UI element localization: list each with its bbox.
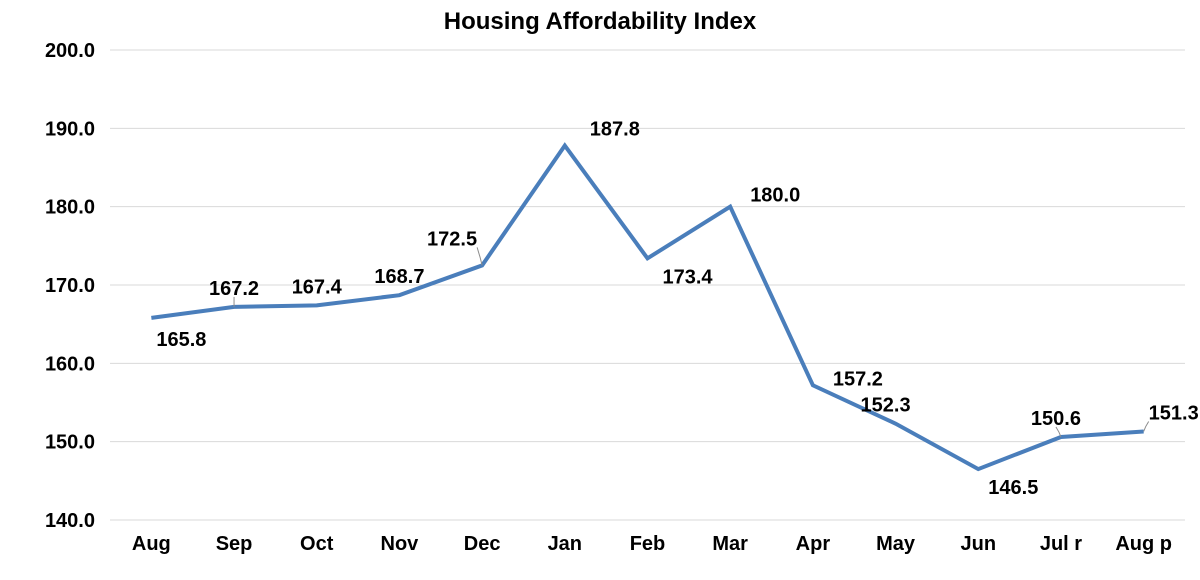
y-tick-label: 190.0 (45, 118, 95, 140)
y-tick-label: 140.0 (45, 510, 95, 532)
x-tick-label: Aug p (1115, 533, 1172, 555)
y-tick-label: 150.0 (45, 432, 95, 454)
x-tick-label: Feb (630, 533, 666, 555)
data-label: 167.2 (209, 278, 259, 300)
data-series-line (151, 146, 1143, 470)
y-tick-label: 180.0 (45, 197, 95, 219)
data-label: 152.3 (861, 395, 911, 417)
x-tick-label: Mar (712, 533, 748, 555)
data-label: 146.5 (988, 477, 1038, 499)
leader-line (477, 247, 482, 265)
data-label: 151.3 (1149, 402, 1199, 424)
data-label: 167.4 (292, 276, 343, 298)
chart-container: Housing Affordability Index 140.0150.016… (0, 0, 1200, 580)
data-label: 165.8 (156, 329, 206, 351)
x-tick-label: Nov (381, 533, 420, 555)
line-chart: 140.0 150.0 160.0 170.0 180.0 190.0 200.0 Aug Se… (0, 0, 1200, 580)
data-label: 187.8 (590, 119, 640, 141)
x-tick-label: Aug (132, 533, 171, 555)
x-tick-label: Jan (548, 533, 582, 555)
x-tick-label: Jul r (1040, 533, 1082, 555)
x-tick-label: Apr (796, 533, 831, 555)
y-tick-label: 160.0 (45, 353, 95, 375)
x-tick-label: May (876, 533, 916, 555)
x-tick-label: Oct (300, 533, 334, 555)
data-label: 173.4 (663, 266, 714, 288)
y-tick-label: 200.0 (45, 40, 95, 62)
data-label: 157.2 (833, 368, 883, 390)
data-label: 172.5 (427, 228, 477, 250)
x-tick-label: Dec (464, 533, 501, 555)
y-tick-label: 170.0 (45, 275, 95, 297)
data-label: 168.7 (374, 266, 424, 288)
x-tick-label: Sep (216, 533, 253, 555)
data-label: 180.0 (750, 185, 800, 207)
data-label: 150.6 (1031, 408, 1081, 430)
x-tick-label: Jun (960, 533, 996, 555)
